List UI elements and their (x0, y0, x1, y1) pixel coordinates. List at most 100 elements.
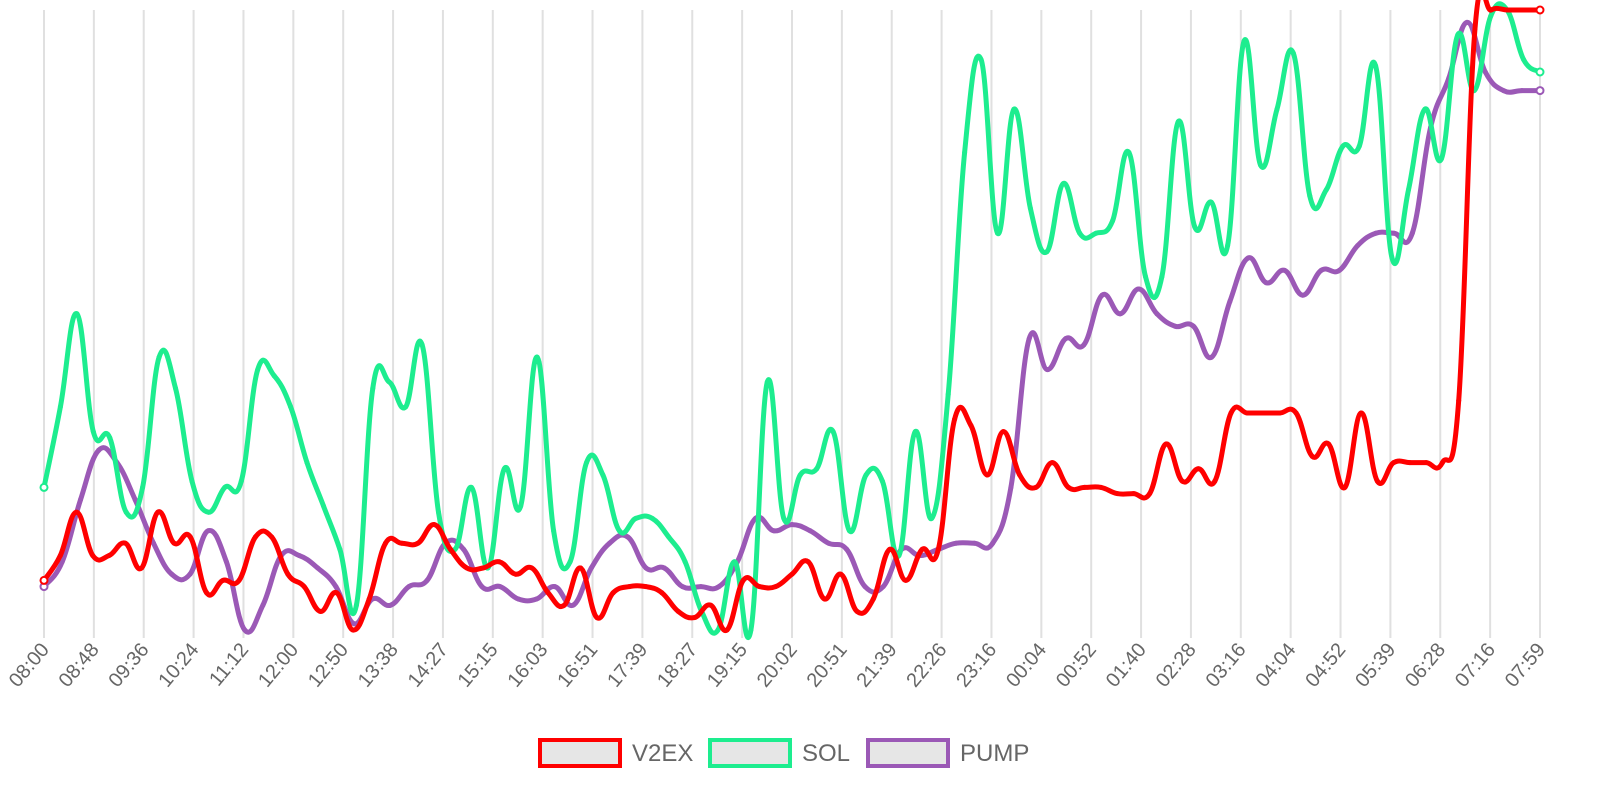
data-point (1439, 460, 1445, 466)
data-point (132, 497, 138, 503)
data-point (90, 429, 96, 435)
data-point (732, 559, 737, 565)
data-point (879, 478, 885, 484)
data-point (304, 460, 310, 466)
data-point (1033, 484, 1039, 490)
data-point (518, 503, 524, 509)
data-point (863, 472, 869, 478)
x-tick-label: 00:04 (1002, 639, 1051, 691)
data-point (1488, 7, 1494, 13)
data-point (1196, 466, 1201, 472)
data-point (1044, 249, 1050, 255)
data-point (1172, 323, 1178, 329)
data-point (1290, 50, 1296, 56)
data-point (1065, 484, 1071, 490)
data-point (1117, 311, 1123, 317)
data-point (78, 497, 83, 503)
x-tick-label: 00:52 (1052, 639, 1101, 691)
data-point (1026, 336, 1032, 342)
data-point (1407, 460, 1413, 466)
data-point (1011, 106, 1017, 112)
data-point (1455, 32, 1461, 38)
x-tick-label: 04:52 (1301, 639, 1350, 691)
data-point (807, 528, 813, 534)
data-point (337, 546, 343, 552)
data-point (1098, 484, 1104, 490)
data-point (1179, 478, 1185, 484)
data-point (584, 460, 589, 466)
data-point (419, 342, 425, 348)
data-point (1241, 38, 1247, 44)
data-point (691, 615, 697, 621)
data-point (534, 596, 540, 602)
data-point (468, 484, 474, 490)
data-point (822, 596, 827, 602)
data-point (370, 385, 376, 391)
legend-item-v2ex[interactable]: V2EX (538, 738, 693, 768)
data-point (854, 608, 860, 614)
x-tick-label: 02:28 (1152, 639, 1201, 691)
data-point (1209, 354, 1215, 360)
series-pump (39, 19, 1545, 635)
data-point (945, 391, 951, 397)
data-point (912, 429, 918, 435)
data-point (919, 546, 925, 552)
data-point (675, 608, 681, 614)
legend-label: SOL (802, 740, 850, 767)
data-point (140, 484, 146, 490)
data-point (643, 565, 649, 571)
data-point (880, 584, 886, 590)
legend-item-sol[interactable]: SOL (708, 738, 850, 768)
data-point (496, 559, 502, 565)
data-point (353, 602, 359, 608)
data-point (789, 571, 795, 577)
data-point (1131, 491, 1136, 497)
x-tick-label: 14:27 (404, 639, 453, 691)
data-point (169, 571, 175, 577)
legend[interactable]: V2EX SOL PUMP (538, 738, 1029, 768)
data-point (971, 540, 977, 546)
x-tick-label: 05:39 (1351, 639, 1400, 691)
data-point (1373, 230, 1379, 236)
data-point (238, 478, 244, 484)
x-tick-label: 09:36 (105, 639, 154, 691)
vertical-grid (43, 10, 1541, 638)
legend-item-pump[interactable]: PUMP (866, 738, 1029, 768)
data-point (1521, 7, 1527, 13)
data-point (1300, 292, 1306, 298)
data-point (1464, 19, 1470, 25)
x-tick-label: 20:51 (803, 639, 852, 691)
data-point (616, 528, 622, 534)
x-tick-label: 12:00 (254, 639, 303, 691)
data-point (757, 584, 762, 590)
data-point (1008, 484, 1014, 490)
data-point (321, 503, 326, 509)
data-point (107, 435, 113, 441)
series-lines (39, 0, 1545, 641)
data-point (301, 584, 307, 590)
legend-swatch (866, 738, 950, 768)
data-point (1081, 342, 1087, 348)
data-point (968, 422, 974, 428)
series-line-pump (41, 19, 1543, 635)
data-point (935, 546, 941, 552)
data-point (1391, 230, 1397, 236)
data-point (271, 373, 277, 379)
data-point (431, 522, 437, 528)
data-point (1307, 193, 1313, 199)
data-point (461, 546, 467, 552)
data-point (594, 615, 600, 621)
data-point (805, 559, 811, 565)
legend-label: V2EX (632, 740, 693, 767)
data-point (317, 608, 323, 614)
data-point (1143, 274, 1148, 280)
data-point (952, 416, 958, 422)
data-point (388, 602, 394, 608)
x-tick-label: 13:38 (354, 639, 403, 691)
x-tick-label: 19:15 (703, 639, 752, 691)
data-point (1521, 57, 1527, 63)
end-point (39, 482, 49, 492)
data-point (255, 367, 261, 373)
data-point (748, 627, 754, 633)
data-point (1212, 478, 1218, 484)
